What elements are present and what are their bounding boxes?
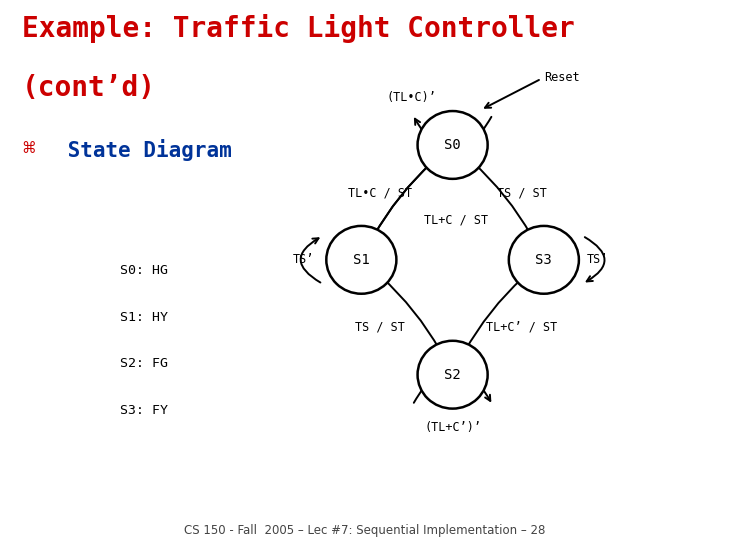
Ellipse shape xyxy=(509,226,579,294)
Text: TS’: TS’ xyxy=(292,253,314,266)
Text: TL+C / ST: TL+C / ST xyxy=(424,213,488,226)
Text: (cont’d): (cont’d) xyxy=(22,74,156,102)
Text: S0: HG: S0: HG xyxy=(120,264,169,277)
Text: ⌘: ⌘ xyxy=(22,139,34,160)
Text: S1: HY: S1: HY xyxy=(120,311,169,324)
Text: State Diagram: State Diagram xyxy=(55,139,231,161)
Ellipse shape xyxy=(418,111,488,179)
Text: (TL+C’)’: (TL+C’)’ xyxy=(424,421,481,434)
Text: TS / ST: TS / ST xyxy=(497,186,547,199)
Text: (TL•C)’: (TL•C)’ xyxy=(387,91,437,104)
Text: TS’: TS’ xyxy=(586,253,608,266)
Ellipse shape xyxy=(326,226,396,294)
Ellipse shape xyxy=(418,341,488,409)
Text: CS 150 - Fall  2005 – Lec #7: Sequential Implementation – 28: CS 150 - Fall 2005 – Lec #7: Sequential … xyxy=(184,524,546,537)
Text: S1: S1 xyxy=(353,253,369,267)
Text: S0: S0 xyxy=(445,138,461,152)
Text: TS / ST: TS / ST xyxy=(356,321,405,334)
Text: Reset: Reset xyxy=(544,71,580,84)
Text: S2: S2 xyxy=(445,368,461,382)
Text: S3: FY: S3: FY xyxy=(120,404,169,417)
Text: S2: FG: S2: FG xyxy=(120,357,169,370)
Text: S3: S3 xyxy=(536,253,552,267)
Text: TL+C’ / ST: TL+C’ / ST xyxy=(486,321,558,334)
Text: TL•C / ST: TL•C / ST xyxy=(348,186,412,199)
Text: Example: Traffic Light Controller: Example: Traffic Light Controller xyxy=(22,14,575,43)
